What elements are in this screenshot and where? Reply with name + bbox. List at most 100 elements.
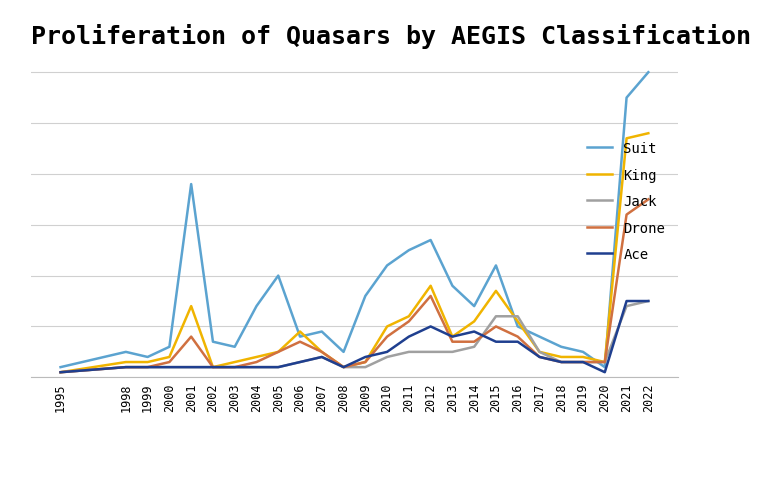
King (535, 349, 545, 355)
Jack (317, 354, 326, 360)
Drone (56, 370, 65, 376)
Suit (600, 364, 609, 370)
Ace (556, 360, 566, 365)
King (295, 329, 305, 335)
King (339, 364, 348, 370)
Suit (56, 364, 65, 370)
Suit (448, 283, 457, 289)
Ace (448, 334, 457, 340)
King (230, 360, 239, 365)
Jack (513, 314, 523, 319)
King (578, 354, 587, 360)
Suit (535, 334, 545, 340)
Ace (143, 364, 153, 370)
Drone (535, 354, 545, 360)
King (448, 334, 457, 340)
King (643, 131, 653, 137)
Drone (122, 364, 131, 370)
Jack (252, 364, 261, 370)
Drone (208, 364, 217, 370)
Jack (535, 349, 545, 355)
Ace (208, 364, 217, 370)
Ace (295, 360, 305, 365)
Drone (273, 349, 283, 355)
Jack (273, 364, 283, 370)
King (361, 360, 370, 365)
Ace (273, 364, 283, 370)
Ace (535, 354, 545, 360)
Jack (470, 344, 479, 350)
Ace (578, 360, 587, 365)
Jack (122, 364, 131, 370)
Suit (556, 344, 566, 350)
King (164, 354, 174, 360)
Ace (122, 364, 131, 370)
Jack (578, 360, 587, 365)
Jack (56, 370, 65, 376)
King (492, 288, 501, 294)
Jack (382, 354, 392, 360)
Suit (492, 263, 501, 269)
Ace (186, 364, 196, 370)
King (122, 360, 131, 365)
Drone (186, 334, 196, 340)
Suit (382, 263, 392, 269)
Suit (208, 339, 217, 345)
Suit (273, 273, 283, 279)
Suit (252, 303, 261, 309)
Jack (295, 360, 305, 365)
King (56, 370, 65, 376)
Ace (513, 339, 523, 345)
Ace (382, 349, 392, 355)
Drone (317, 349, 326, 355)
Suit (339, 349, 348, 355)
Suit (361, 293, 370, 299)
King (186, 303, 196, 309)
Drone (382, 334, 392, 340)
King (252, 354, 261, 360)
Legend: Suit, King, Jack, Drone, Ace: Suit, King, Jack, Drone, Ace (582, 136, 671, 267)
King (404, 314, 414, 319)
Drone (556, 360, 566, 365)
Suit (164, 344, 174, 350)
King (143, 360, 153, 365)
Suit (122, 349, 131, 355)
Drone (252, 360, 261, 365)
Drone (339, 364, 348, 370)
Drone (600, 360, 609, 365)
Suit (578, 349, 587, 355)
Drone (361, 360, 370, 365)
Drone (426, 293, 435, 299)
Jack (404, 349, 414, 355)
Drone (470, 339, 479, 345)
Jack (143, 364, 153, 370)
King (208, 364, 217, 370)
Ace (164, 364, 174, 370)
Ace (470, 329, 479, 335)
Jack (339, 364, 348, 370)
Suit (404, 248, 414, 254)
King (622, 136, 631, 142)
Drone (404, 319, 414, 325)
Drone (230, 364, 239, 370)
Jack (426, 349, 435, 355)
Jack (622, 303, 631, 309)
King (600, 360, 609, 365)
Ace (56, 370, 65, 376)
Suit (317, 329, 326, 335)
Suit (622, 95, 631, 101)
Jack (492, 314, 501, 319)
Jack (448, 349, 457, 355)
King (426, 283, 435, 289)
King (470, 319, 479, 325)
Text: Proliferation of Quasars by AEGIS Classification: Proliferation of Quasars by AEGIS Classi… (31, 24, 751, 49)
Ace (404, 334, 414, 340)
Jack (230, 364, 239, 370)
Suit (513, 324, 523, 330)
King (317, 349, 326, 355)
Line: King: King (61, 134, 648, 373)
King (556, 354, 566, 360)
Jack (164, 364, 174, 370)
Jack (556, 360, 566, 365)
Drone (295, 339, 305, 345)
